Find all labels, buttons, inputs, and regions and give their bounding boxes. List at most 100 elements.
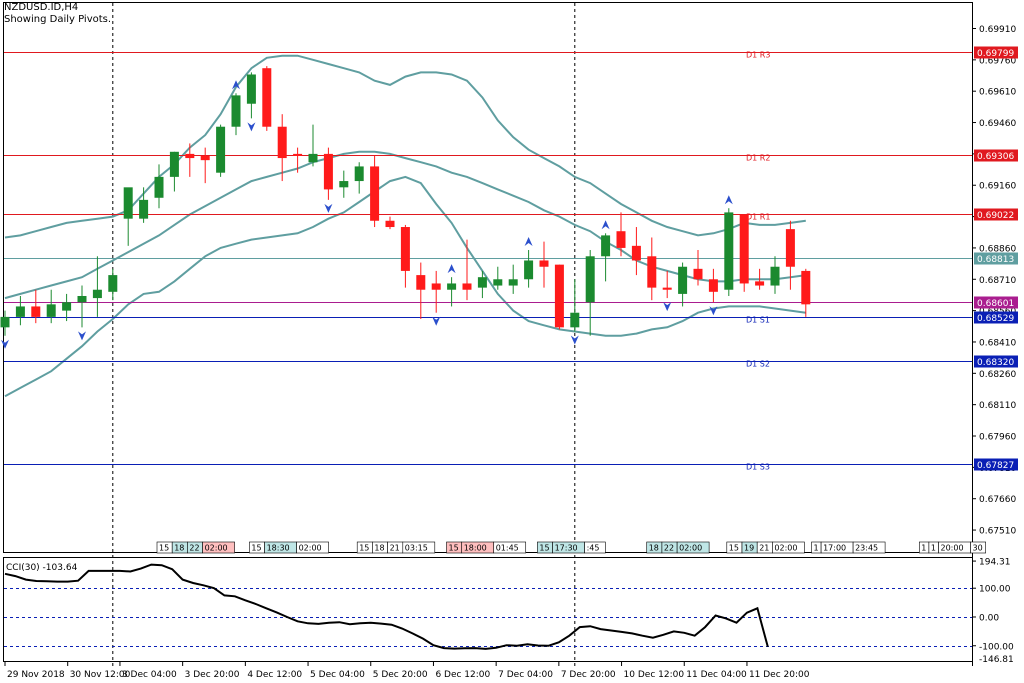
price-axis-label: 0.67660	[979, 495, 1016, 505]
session-time-label: 19	[744, 544, 754, 553]
cci-plot-frame	[3, 557, 973, 662]
session-time-label: 01:45	[496, 544, 519, 553]
price-tag-box	[974, 355, 1018, 368]
candle-body	[570, 312, 580, 328]
fractal-down-arrow	[78, 331, 86, 341]
candle-body	[447, 283, 457, 290]
price-tag-text: 0.69799	[977, 49, 1014, 59]
candle-body	[185, 153, 195, 159]
time-axis-label: 7 Dec 04:00	[498, 670, 553, 680]
price-axis-label: 0.68710	[979, 276, 1016, 286]
candle-body	[524, 260, 534, 280]
session-time-box	[676, 541, 710, 554]
candle-body	[416, 275, 426, 290]
price-tag-text: 0.68320	[977, 358, 1014, 368]
candle-body	[277, 126, 287, 159]
session-time-box	[772, 541, 805, 554]
price-chart: 0.699100.697600.696100.694600.693100.691…	[0, 3, 1018, 666]
session-time-label: 30	[973, 544, 983, 553]
fractal-up-arrow	[724, 195, 733, 205]
candle-body	[708, 279, 718, 292]
fractal-down-arrow	[247, 122, 256, 132]
price-tag-text: 0.69306	[977, 152, 1014, 162]
time-axis-label: 29 Nov 2018	[7, 670, 65, 680]
candle-body	[631, 245, 641, 261]
candle-body	[554, 264, 564, 328]
session-time-label: 18	[174, 544, 184, 553]
candle-body	[323, 153, 333, 190]
session-time-label: 22	[189, 544, 199, 553]
candle-body	[647, 256, 657, 288]
candle-body	[108, 275, 118, 292]
candle-body	[477, 277, 487, 288]
price-tag-box	[974, 311, 1018, 324]
chart-subtitle: Showing Daily Pivots.	[4, 14, 112, 25]
candle-body	[493, 279, 503, 286]
cci-axis-label: 0.00	[979, 613, 999, 623]
session-time-label: 15	[449, 544, 459, 553]
fractal-up-arrow	[601, 220, 610, 230]
session-time-label: 02:00	[299, 544, 322, 553]
price-axis-label: 0.68110	[979, 401, 1016, 411]
candle-body	[770, 266, 780, 286]
candle-body	[154, 176, 164, 198]
price-axis-label: 0.69610	[979, 88, 1016, 98]
session-time-box	[493, 541, 527, 554]
fractal-up-arrow	[232, 80, 240, 90]
cci-name-label: CCI(30) -103.64	[6, 563, 78, 573]
time-axis-label: 11 Dec 20:00	[749, 670, 810, 680]
pivot-level-label: D1 R1	[746, 213, 770, 222]
fractal-up-arrow	[447, 264, 456, 274]
bollinger-lower-line	[4, 175, 806, 398]
price-axis-label: 0.69760	[979, 56, 1016, 66]
bollinger-upper-line	[4, 54, 806, 239]
candle-body	[216, 126, 226, 173]
time-axis-label: 3 Dec 20:00	[185, 670, 240, 680]
price-tag-text: 0.67827	[977, 461, 1014, 471]
session-time-label: 1	[931, 544, 936, 553]
candle-body	[293, 153, 303, 156]
session-time-label: 15	[539, 544, 549, 553]
session-time-label: 18:30	[267, 544, 290, 553]
candle-body	[339, 181, 349, 188]
session-time-box	[852, 541, 886, 554]
price-tag-box	[974, 208, 1018, 221]
candle-body	[246, 74, 256, 104]
cci-chart: 194.31 100.00 0.00 -100.00 -146.81 CCI(30) -1…	[4, 558, 1014, 680]
candle-body	[31, 306, 41, 317]
fractal-down-arrow	[570, 335, 579, 345]
candle-body	[62, 302, 72, 311]
price-tag-text: 0.68601	[977, 299, 1014, 309]
pivot-level-label: D1 R3	[746, 51, 770, 60]
session-time-label: 21	[390, 544, 400, 553]
candle-body	[693, 268, 703, 280]
session-time-box	[402, 541, 436, 554]
candle-body	[400, 227, 410, 271]
time-axis-label: 6 Dec 12:00	[435, 670, 490, 680]
session-time-label: :45	[587, 544, 600, 553]
session-time-label: 20:00	[941, 544, 964, 553]
price-tag-box	[974, 252, 1018, 265]
pivot-level-label: D1 S3	[746, 463, 770, 472]
session-time-box	[296, 541, 329, 554]
session-time-label: 15	[159, 544, 169, 553]
candle-body	[662, 287, 672, 290]
session-time-label: 02:00	[205, 544, 228, 553]
time-axis-label: 7 Dec 20:00	[561, 670, 616, 680]
candle-body	[585, 256, 595, 303]
candle-body	[462, 283, 472, 290]
time-axis-label: 5 Dec 04:00	[310, 670, 365, 680]
session-time-label: 22	[664, 544, 674, 553]
session-time-label: 15	[251, 544, 261, 553]
price-tag-box	[974, 458, 1018, 471]
price-tag-box	[974, 46, 1018, 59]
candle-body	[785, 229, 795, 267]
session-time-label: 17:00	[823, 544, 846, 553]
session-time-label: 03:15	[405, 544, 428, 553]
pivot-level-label: D1 R2	[746, 154, 770, 163]
time-axis-label: 5 Dec 20:00	[373, 670, 428, 680]
candle-body	[92, 289, 102, 299]
session-time-label: 18	[374, 544, 384, 553]
candle-body	[15, 306, 25, 317]
